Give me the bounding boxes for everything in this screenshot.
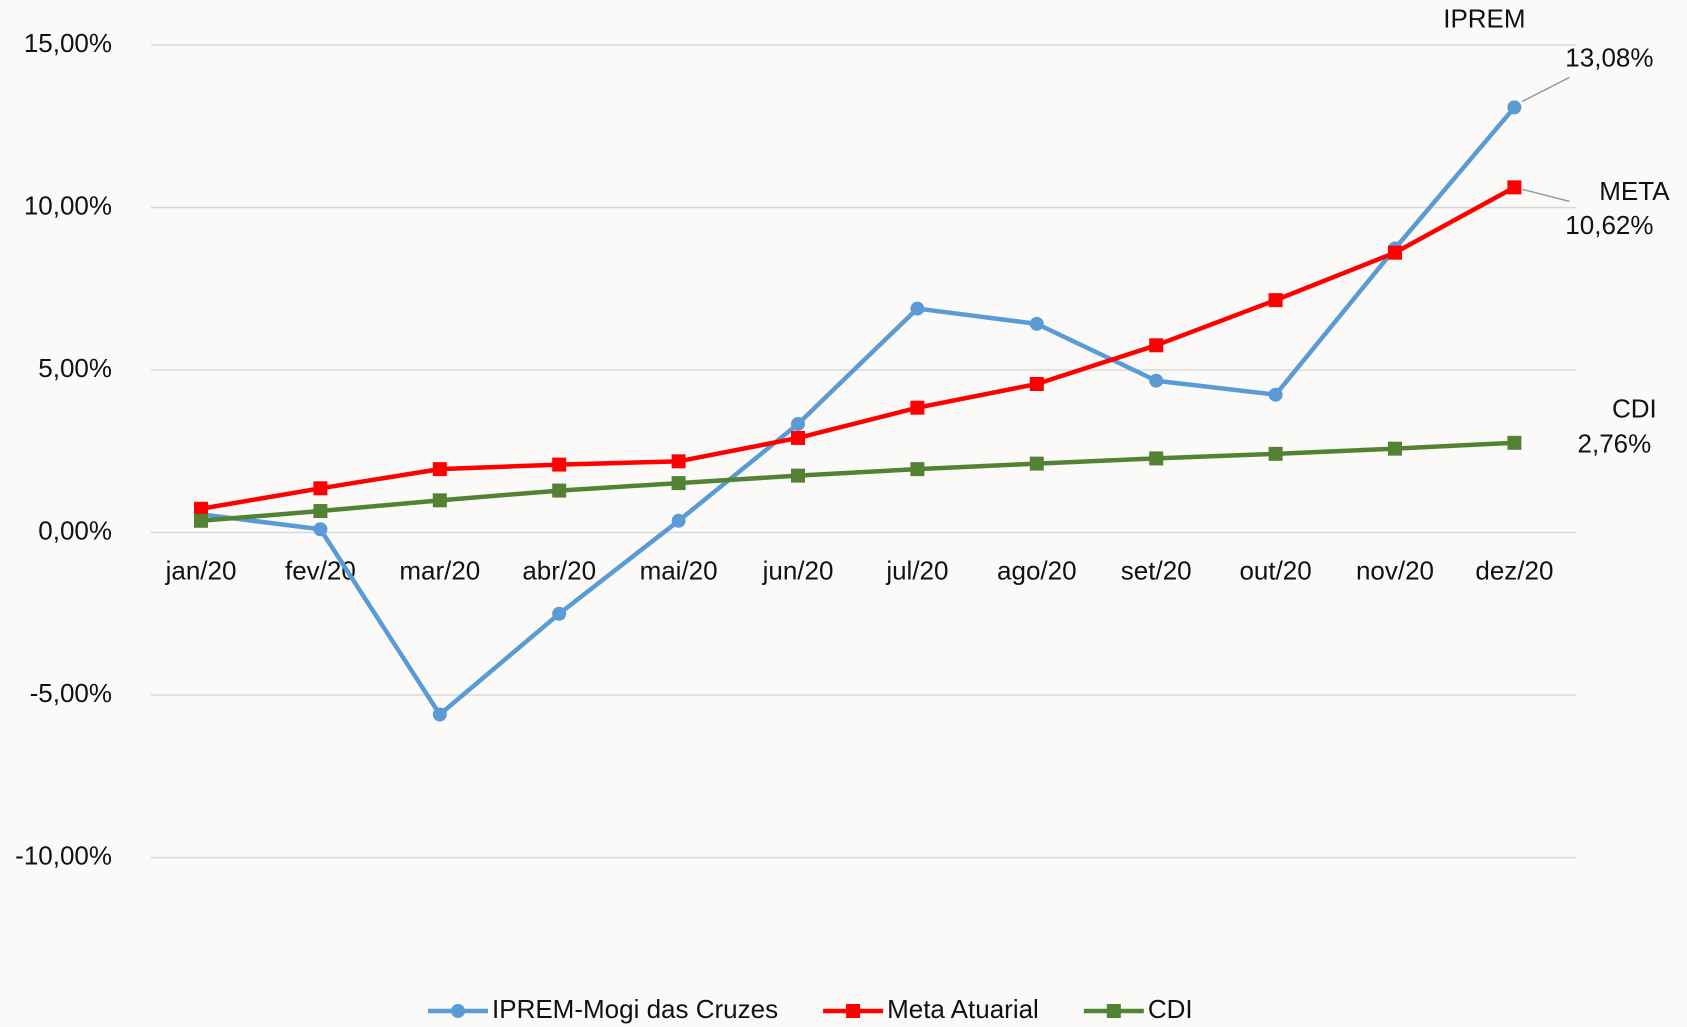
- data-point: [671, 513, 686, 528]
- x-tick-label: mar/20: [399, 555, 480, 585]
- legend-marker: [846, 1004, 861, 1018]
- data-point: [194, 501, 208, 516]
- series-line: [200, 185, 1516, 511]
- annotation-tag: IPREM: [1443, 3, 1525, 33]
- leader-line: [1522, 76, 1570, 103]
- data-point: [791, 430, 805, 445]
- x-tick-label: jun/20: [762, 555, 834, 585]
- data-point: [1029, 376, 1044, 391]
- data-point: [1149, 338, 1164, 353]
- data-point: [1149, 373, 1164, 388]
- legend-label: CDI: [1148, 994, 1193, 1024]
- data-point: [671, 476, 686, 491]
- series-line: [200, 440, 1515, 524]
- annotation-tag: META: [1599, 176, 1670, 206]
- data-point: [552, 606, 567, 621]
- x-tick-label: set/20: [1121, 555, 1192, 585]
- data-point: [432, 493, 447, 508]
- data-point: [910, 400, 925, 415]
- data-point: [791, 468, 805, 483]
- x-tick-label: fev/20: [285, 555, 356, 585]
- data-point: [432, 462, 447, 477]
- data-point: [313, 504, 328, 519]
- data-point: [1388, 245, 1402, 260]
- data-point: [791, 416, 805, 431]
- x-tick-label: jan/20: [165, 555, 237, 585]
- data-point: [552, 457, 567, 472]
- data-point: [1507, 435, 1522, 450]
- y-tick-label: -10,00%: [15, 840, 112, 870]
- leader-line: [1522, 188, 1570, 203]
- data-point: [910, 462, 925, 477]
- data-point: [194, 513, 208, 528]
- y-tick-label: 15,00%: [24, 28, 112, 58]
- legend-marker: [1106, 1004, 1121, 1018]
- data-point: [1507, 100, 1522, 115]
- data-point: [910, 301, 925, 316]
- y-tick-label: 5,00%: [38, 353, 112, 383]
- data-point: [1029, 456, 1044, 471]
- data-point: [1268, 293, 1283, 308]
- data-point: [1268, 387, 1283, 402]
- annotation-tag: CDI: [1612, 394, 1657, 424]
- data-point: [313, 522, 328, 537]
- data-point: [432, 707, 447, 722]
- data-point: [671, 454, 686, 469]
- data-point: [552, 483, 567, 498]
- data-label: 10,62%: [1565, 210, 1653, 240]
- legend-label: IPREM-Mogi das Cruzes: [492, 994, 778, 1024]
- data-point: [1149, 451, 1164, 466]
- data-label: 13,08%: [1565, 42, 1653, 72]
- legend-label: Meta Atuarial: [887, 994, 1039, 1024]
- x-tick-label: out/20: [1239, 555, 1311, 585]
- y-tick-label: 0,00%: [38, 515, 112, 545]
- data-point: [1029, 316, 1044, 331]
- data-point: [1268, 446, 1283, 461]
- x-tick-label: ago/20: [997, 555, 1077, 585]
- x-tick-label: mai/20: [640, 555, 718, 585]
- data-point: [1507, 180, 1522, 195]
- x-tick-label: dez/20: [1475, 555, 1553, 585]
- x-tick-label: abr/20: [522, 555, 596, 585]
- y-tick-label: 10,00%: [24, 190, 112, 220]
- data-label: 2,76%: [1578, 429, 1652, 459]
- x-tick-label: jul/20: [885, 555, 948, 585]
- y-tick-label: -5,00%: [30, 678, 112, 708]
- legend-marker: [451, 1004, 465, 1018]
- series-line: [200, 105, 1517, 717]
- x-tick-label: nov/20: [1356, 555, 1434, 585]
- data-point: [313, 481, 328, 496]
- data-point: [1388, 441, 1402, 456]
